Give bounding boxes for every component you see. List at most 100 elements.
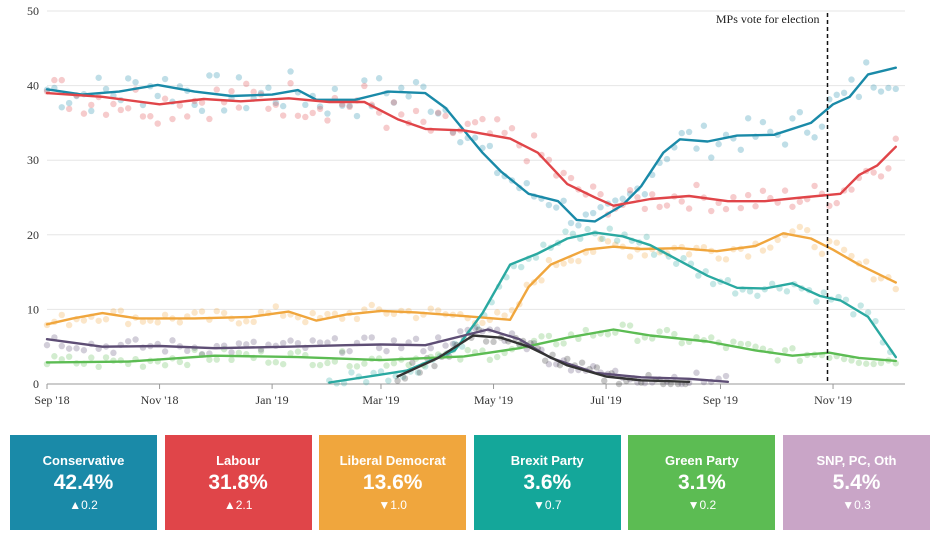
y-tick-label: 10	[27, 302, 39, 316]
poll-dot	[184, 113, 191, 120]
poll-dot	[279, 112, 287, 119]
card-party-value: 31.8%	[208, 471, 268, 494]
poll-dot	[412, 314, 420, 322]
poll-dot	[613, 237, 621, 244]
poll-dot	[427, 305, 434, 312]
poll-dot	[564, 355, 571, 363]
poll-dot	[353, 112, 361, 120]
card-party-change: ▼0.2	[687, 498, 717, 512]
poll-dot	[331, 85, 339, 93]
poll-dot	[405, 361, 412, 369]
poll-dot	[316, 105, 324, 113]
poll-dot	[695, 272, 702, 279]
election-vote-label: MPs vote for election	[716, 12, 820, 26]
poll-dot	[744, 340, 752, 348]
poll-dot	[578, 359, 586, 366]
poll-dot	[80, 317, 88, 324]
poll-dot	[124, 338, 132, 345]
poll-dot	[589, 363, 597, 370]
poll-dot	[744, 191, 752, 199]
poll-dot	[744, 253, 752, 260]
poll-dot	[88, 107, 95, 115]
poll-dot	[641, 191, 649, 198]
poll-dot	[892, 135, 899, 142]
poll-dot	[58, 342, 65, 350]
x-tick-label: Jul '19	[590, 393, 621, 407]
poll-dot	[353, 363, 361, 370]
poll-dot	[501, 312, 508, 319]
poll-dot	[754, 292, 761, 299]
series-line-snp-pc-oth	[45, 328, 730, 383]
poll-dot	[850, 311, 857, 318]
poll-dot	[257, 308, 265, 316]
poll-dot	[420, 347, 427, 355]
poll-dot	[412, 78, 420, 86]
poll-dot	[848, 252, 855, 260]
poll-dot	[752, 343, 759, 350]
series-line-liberal-democrat	[45, 232, 897, 326]
poll-dot	[176, 319, 184, 326]
poll-dot	[855, 93, 863, 101]
poll-dot	[375, 75, 383, 82]
poll-dot	[582, 326, 589, 334]
poll-dot	[110, 308, 117, 315]
poll-dot	[482, 338, 490, 345]
poll-dot	[409, 359, 416, 366]
poll-dot	[545, 332, 553, 340]
poll-dot	[95, 363, 102, 371]
poll-dot	[176, 358, 184, 366]
poll-dot	[597, 204, 604, 211]
poll-dot	[693, 369, 700, 376]
card-party-value: 3.1%	[677, 471, 726, 494]
poll-dot	[401, 375, 409, 382]
poll-dot	[541, 357, 549, 364]
poll-dot	[634, 194, 641, 201]
poll-dot	[708, 207, 715, 215]
poll-dot	[434, 334, 442, 341]
poll-dot	[80, 110, 88, 117]
poll-dot	[331, 358, 339, 365]
poll-dot	[796, 357, 804, 365]
poll-dot	[442, 342, 449, 349]
poll-dot	[796, 108, 804, 116]
poll-dot	[102, 316, 110, 323]
poll-dot	[363, 378, 370, 386]
poll-dot	[257, 348, 265, 355]
poll-dot	[412, 107, 420, 115]
y-tick-label: 30	[27, 153, 39, 167]
poll-dot	[870, 169, 877, 176]
poll-dot	[508, 125, 516, 132]
poll-dot	[643, 233, 650, 241]
poll-dot	[804, 129, 811, 136]
poll-dot	[392, 372, 399, 380]
poll-dot	[863, 258, 870, 265]
poll-dot	[615, 380, 623, 388]
poll-dot	[132, 78, 139, 86]
poll-dot	[538, 277, 545, 284]
poll-dot	[102, 85, 110, 93]
poll-dot	[272, 101, 279, 108]
poll-dot	[848, 357, 855, 364]
card-party-name: Labour	[216, 453, 261, 468]
poll-dot	[206, 356, 213, 363]
poll-dot	[457, 328, 464, 335]
poll-dot	[51, 76, 58, 84]
poll-dot	[416, 369, 423, 376]
poll-dot	[848, 76, 855, 83]
x-tick-label: Nov '19	[814, 393, 852, 407]
poll-dot	[575, 222, 582, 229]
poll-dot	[811, 243, 818, 251]
poll-dot	[601, 377, 608, 384]
poll-dot	[302, 318, 309, 326]
poll-dot	[606, 225, 613, 232]
poll-dot	[117, 106, 125, 114]
poll-dot	[427, 344, 434, 352]
poll-dot	[398, 344, 405, 352]
poll-dot	[589, 209, 597, 217]
y-tick-label: 20	[27, 228, 39, 242]
card-liberal-democrat: Liberal Democrat 13.6% ▼1.0	[319, 435, 467, 530]
poll-dot	[473, 323, 481, 331]
poll-dot	[752, 203, 759, 210]
poll-dot	[820, 289, 828, 296]
poll-dot	[65, 321, 73, 329]
